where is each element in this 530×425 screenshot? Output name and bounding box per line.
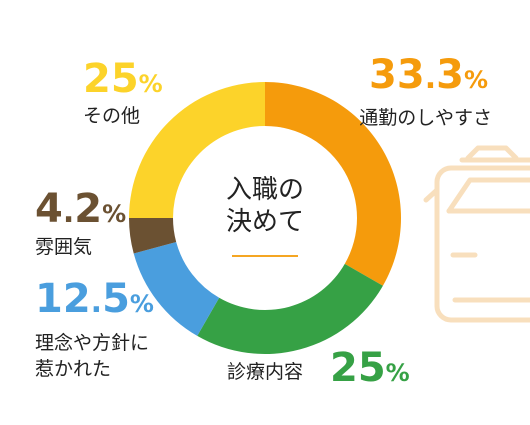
slice-value-4: 25%	[83, 56, 163, 102]
slice-1	[197, 263, 383, 354]
slice-label-3: 雰囲気	[35, 236, 92, 258]
slice-4	[129, 82, 265, 218]
slice-label-2: 理念や方針に	[35, 331, 149, 354]
slice-value-2: 12.5%	[35, 276, 154, 322]
slice-label-0: 通勤のしやすさ	[359, 107, 492, 129]
slice-value-0: 33.3%	[369, 52, 488, 98]
slice-3	[129, 218, 177, 254]
slice-value-1: 25%	[330, 345, 410, 391]
train-icon-pantograph	[465, 145, 519, 161]
slice-2	[133, 241, 220, 336]
donut-slices	[129, 82, 401, 354]
slice-value-3: 4.2%	[35, 186, 126, 232]
center-label-line: 入職の	[226, 175, 304, 205]
train-icon	[423, 145, 530, 323]
slice-label-2: 惹かれた	[35, 358, 111, 380]
train-icon-body	[434, 165, 530, 323]
slice-label-1: 診療内容	[227, 361, 303, 383]
slice-label-4: その他	[83, 105, 140, 127]
center-label-line: 決めて	[226, 207, 304, 237]
train-icon-window	[446, 177, 530, 214]
train-icon-mirror	[423, 187, 440, 203]
slice-0	[265, 82, 401, 286]
